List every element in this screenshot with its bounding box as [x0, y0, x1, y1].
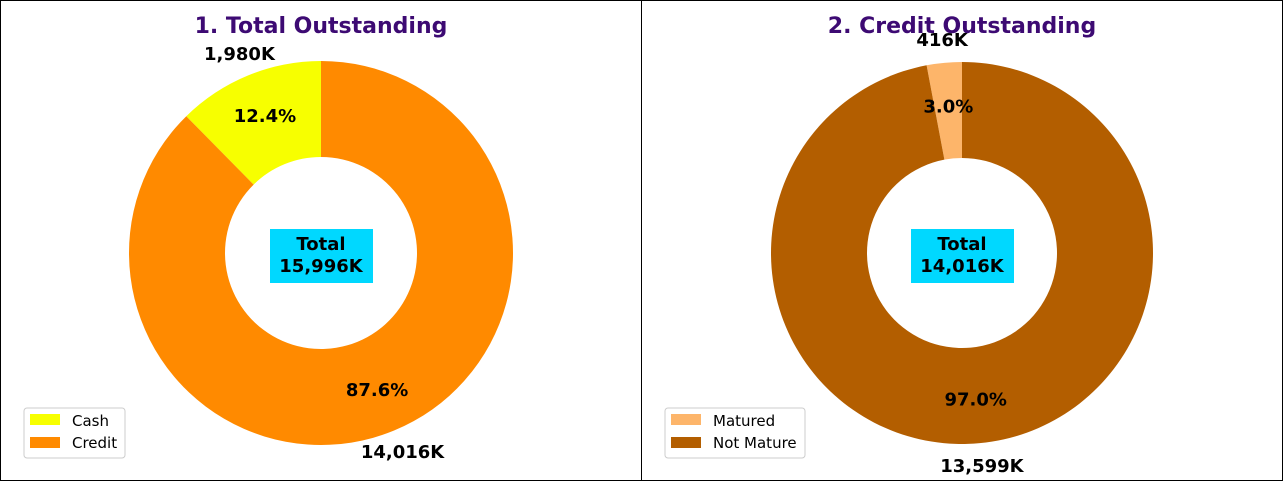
legend: Cash Credit [23, 407, 126, 459]
center-label-line1: Total [296, 234, 345, 255]
center-label-box [911, 229, 1014, 283]
center-label-line2: 15,996K [279, 256, 363, 277]
percent-label-matured: 3.0% [923, 97, 973, 118]
center-label-line1: Total [937, 234, 986, 255]
value-label-matured: 416K [916, 30, 969, 51]
value-label-cash: 1,980K [204, 44, 276, 65]
percent-label-cash: 12.4% [234, 106, 296, 127]
legend: Matured Not Mature [664, 407, 806, 459]
chart-title: 1. Total Outstanding [195, 14, 448, 39]
center-label-box [270, 229, 373, 283]
center-label: Total 14,016K [911, 229, 1014, 283]
pie-slice-not-mature [771, 62, 1153, 444]
chart-panel-credit-outstanding: 2. Credit Outstanding 3.0% 416K 97.0% 13,59… [641, 0, 1283, 481]
chart-panel-total-outstanding: 1. Total Outstanding 12.4% 1,980K 87.6% 14,… [0, 0, 642, 481]
legend-swatch-matured [671, 414, 701, 425]
center-label: Total 15,996K [270, 229, 373, 283]
legend-label-cash: Cash [72, 412, 109, 430]
slices [129, 61, 513, 445]
legend-label-credit: Credit [72, 434, 117, 452]
percent-label-not-mature: 97.0% [944, 389, 1006, 410]
value-label-credit: 14,016K [361, 442, 445, 463]
slice-labels: 12.4% 1,980K 87.6% 14,016K [204, 44, 445, 463]
pie-slice-matured [926, 62, 962, 160]
legend-swatch-credit [30, 437, 60, 448]
legend-label-matured: Matured [713, 412, 775, 430]
percent-label-credit: 87.6% [346, 380, 408, 401]
value-label-not-mature: 13,599K [940, 456, 1024, 477]
slice-labels: 3.0% 416K 97.0% 13,599K [916, 30, 1024, 477]
legend-swatch-not-mature [671, 437, 701, 448]
chart-title: 2. Credit Outstanding [828, 14, 1096, 39]
center-label-line2: 14,016K [920, 256, 1004, 277]
pie-slice-credit [129, 61, 513, 445]
legend-swatch-cash [30, 414, 60, 425]
pie-slice-cash [186, 61, 321, 185]
legend-label-not-mature: Not Mature [713, 434, 797, 452]
slices [771, 62, 1153, 444]
